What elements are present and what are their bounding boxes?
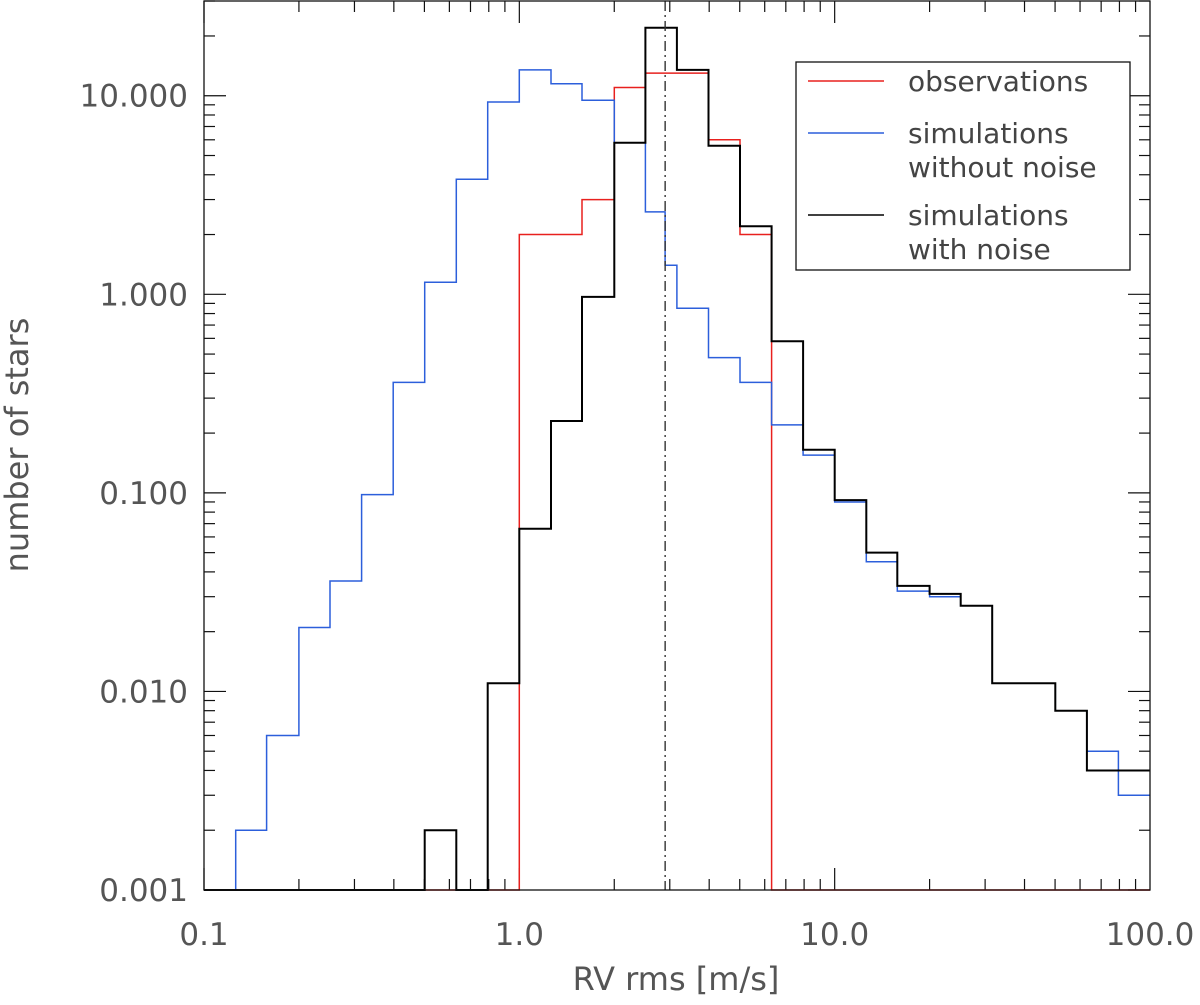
- x-tick-label: 100.0: [1106, 917, 1195, 953]
- series-layer: [204, 26, 1150, 891]
- y-axis-title: number of stars: [0, 318, 36, 573]
- legend-label: observations: [908, 65, 1088, 98]
- legend-label: without noise: [908, 151, 1097, 184]
- y-tick-label: 1.000: [99, 277, 188, 313]
- legend-box: [795, 61, 1131, 271]
- y-tick-label: 0.001: [99, 873, 188, 909]
- y-tick-label: 0.010: [99, 674, 188, 710]
- legend-label: simulations: [908, 117, 1069, 150]
- legend-label: with noise: [908, 233, 1051, 266]
- x-axis-title: RV rms [m/s]: [573, 960, 780, 998]
- axis-ticks: [203, 0, 1150, 891]
- x-tick-label: 10.0: [800, 917, 869, 953]
- legend-label: simulations: [908, 199, 1069, 232]
- y-tick-label: 10.000: [80, 79, 188, 115]
- tick-labels: 0.1 1.0 10.0 100.0 0.001 0.010 0.100 1.000 10.00…: [80, 79, 1195, 953]
- y-tick-label: 0.100: [99, 476, 188, 512]
- plot-frame: [203, 0, 1151, 891]
- x-tick-label: 1.0: [495, 917, 544, 953]
- x-tick-label: 0.1: [179, 917, 228, 953]
- series-simulations-with-noise-line: [204, 26, 1150, 891]
